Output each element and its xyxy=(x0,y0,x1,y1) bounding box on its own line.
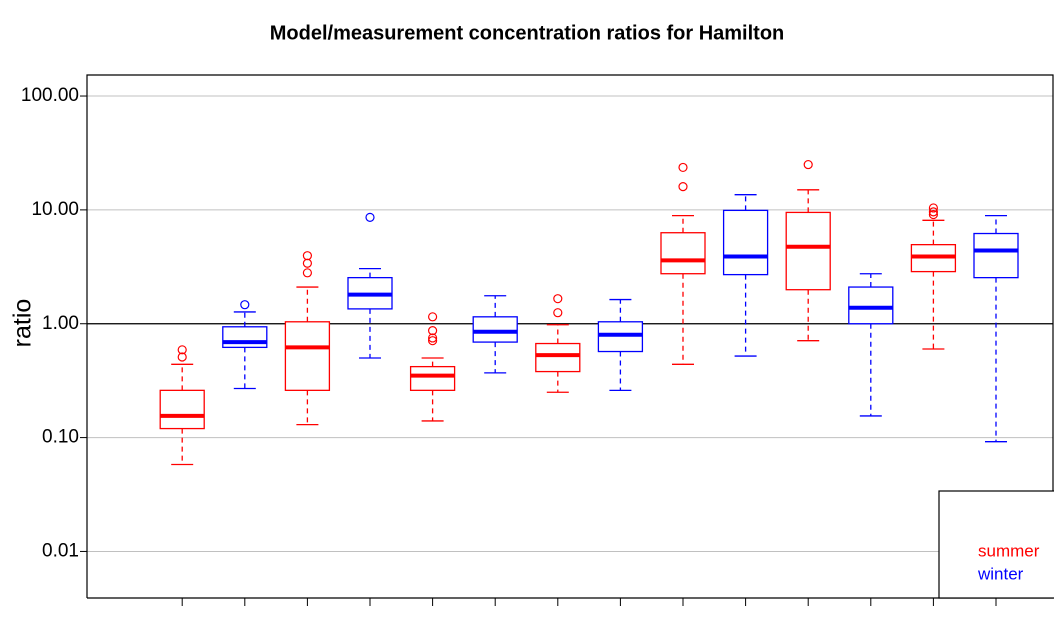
box xyxy=(222,326,268,349)
outlier xyxy=(302,268,312,278)
outlier xyxy=(177,352,187,362)
box xyxy=(785,211,831,291)
outlier xyxy=(553,294,563,304)
plot-frame xyxy=(86,74,1054,599)
box xyxy=(472,316,518,343)
box xyxy=(409,365,456,391)
outlier xyxy=(302,258,312,268)
legend-label: summer xyxy=(978,541,1040,560)
outlier xyxy=(803,159,813,170)
outlier xyxy=(928,207,939,217)
outlier xyxy=(428,336,438,346)
box xyxy=(284,321,331,391)
outlier xyxy=(177,345,187,355)
box xyxy=(660,232,706,275)
y-tick-label: 0.01 xyxy=(42,540,79,561)
outlier xyxy=(428,333,438,343)
y-tick-label: 10.00 xyxy=(31,199,79,220)
outlier xyxy=(928,209,939,220)
outlier xyxy=(240,300,250,310)
box xyxy=(973,232,1019,279)
outlier xyxy=(428,312,438,322)
box xyxy=(159,389,205,430)
outlier xyxy=(553,308,563,318)
box xyxy=(535,342,581,373)
legend-label: winter xyxy=(977,564,1024,583)
y-tick-label: 0.10 xyxy=(42,427,79,448)
chart-title: Model/measurement concentration ratios f… xyxy=(270,22,785,44)
y-axis-label: ratio xyxy=(9,299,37,348)
outlier xyxy=(365,212,375,222)
box xyxy=(722,209,769,276)
outlier xyxy=(678,162,688,173)
outlier xyxy=(428,326,438,336)
outlier xyxy=(678,182,688,192)
outlier xyxy=(302,251,312,261)
box xyxy=(848,286,894,325)
y-tick-label: 1.00 xyxy=(42,313,79,334)
legend-box xyxy=(938,490,1054,599)
outlier xyxy=(928,203,939,213)
y-tick-label: 100.00 xyxy=(21,85,79,106)
